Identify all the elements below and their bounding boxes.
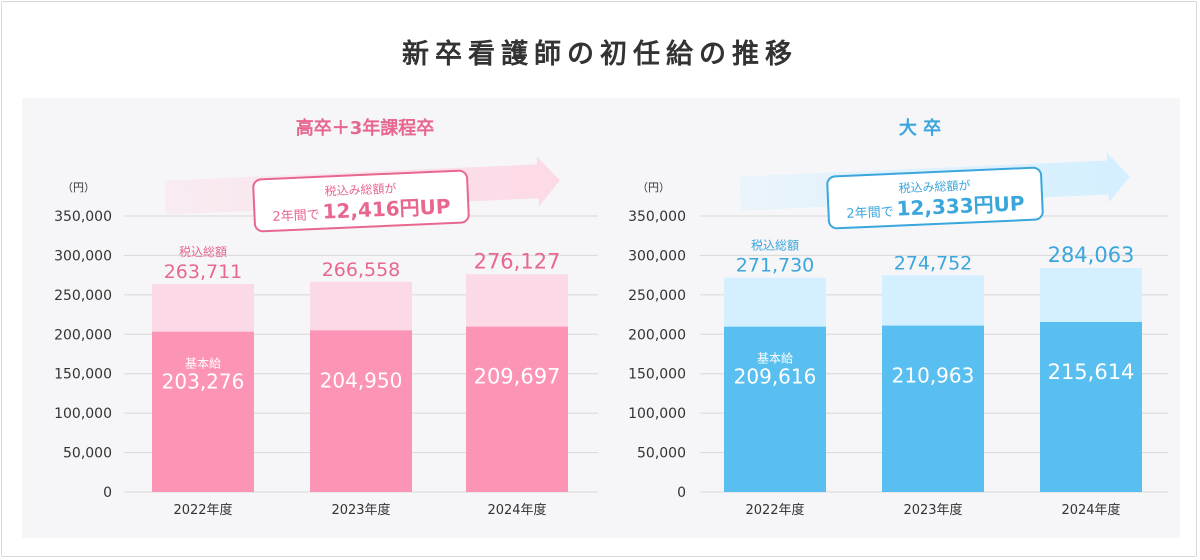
y-tick-label: 300,000	[54, 248, 112, 264]
x-tick-label: 2024年度	[1061, 502, 1120, 518]
x-tick-label: 2022年度	[745, 502, 804, 518]
data-label-base: 203,276	[162, 370, 245, 394]
data-label-base: 215,614	[1048, 360, 1135, 384]
series-label-base: 基本給	[185, 357, 221, 371]
y-tick-label: 100,000	[628, 406, 686, 422]
data-label-total: 284,063	[1048, 243, 1135, 267]
bar-base	[882, 325, 984, 492]
annotation-prefix: 2年間で	[272, 208, 320, 225]
y-tick-label: 0	[103, 485, 112, 501]
bar-base	[1040, 321, 1142, 492]
y-tick-label: 250,000	[628, 288, 686, 304]
bar-base	[466, 326, 568, 492]
annotation-box	[826, 166, 1044, 230]
y-tick-label: 350,000	[54, 209, 112, 225]
y-tick-label: 150,000	[628, 367, 686, 383]
chart-subtitle: 大 卒	[899, 117, 941, 139]
annotation-prefix: 2年間で	[846, 205, 894, 222]
y-tick-label: 350,000	[628, 209, 686, 225]
page-title: 新卒看護師の初任給の推移	[402, 39, 798, 70]
data-label-total: 263,711	[164, 261, 243, 283]
data-label-total: 276,127	[474, 249, 561, 273]
bar-base	[310, 330, 412, 492]
y-tick-label: 0	[677, 485, 686, 501]
data-label-base: 209,616	[734, 365, 817, 389]
series-label-total: 税込総額	[179, 245, 227, 259]
data-label-base: 209,697	[474, 365, 561, 389]
data-label-total: 266,558	[322, 259, 401, 281]
x-tick-label: 2022年度	[173, 502, 232, 518]
y-tick-label: 50,000	[63, 446, 112, 462]
y-axis-unit-label: （円）	[62, 181, 95, 194]
annotation-line1: 税込み総額が	[324, 180, 397, 198]
x-tick-label: 2023年度	[903, 502, 962, 518]
annotation-line1: 税込み総額が	[898, 177, 971, 195]
bar-base	[724, 326, 826, 492]
x-tick-label: 2023年度	[331, 502, 390, 518]
y-tick-label: 300,000	[628, 248, 686, 264]
x-tick-label: 2024年度	[487, 502, 546, 518]
bar-base	[152, 331, 254, 492]
y-axis-unit-label: （円）	[637, 181, 670, 194]
data-label-total: 271,730	[736, 255, 815, 277]
y-tick-label: 200,000	[54, 327, 112, 343]
y-tick-label: 250,000	[54, 288, 112, 304]
data-label-total: 274,752	[894, 252, 973, 274]
annotation-value: 12,416円UP	[322, 194, 451, 224]
y-tick-label: 150,000	[54, 367, 112, 383]
y-tick-label: 100,000	[54, 406, 112, 422]
annotation-box	[252, 169, 470, 233]
annotation-value: 12,333円UP	[896, 191, 1025, 221]
chart-subtitle: 高卒＋3年課程卒	[296, 117, 435, 139]
series-label-base: 基本給	[757, 352, 793, 366]
y-tick-label: 200,000	[628, 327, 686, 343]
series-label-total: 税込総額	[751, 239, 799, 253]
annotation-line2: 2年間で12,333円UP	[846, 191, 1025, 223]
data-label-base: 204,950	[320, 368, 403, 392]
data-label-base: 210,963	[892, 364, 975, 388]
annotation-line2: 2年間で12,416円UP	[272, 194, 451, 226]
y-tick-label: 50,000	[637, 446, 686, 462]
